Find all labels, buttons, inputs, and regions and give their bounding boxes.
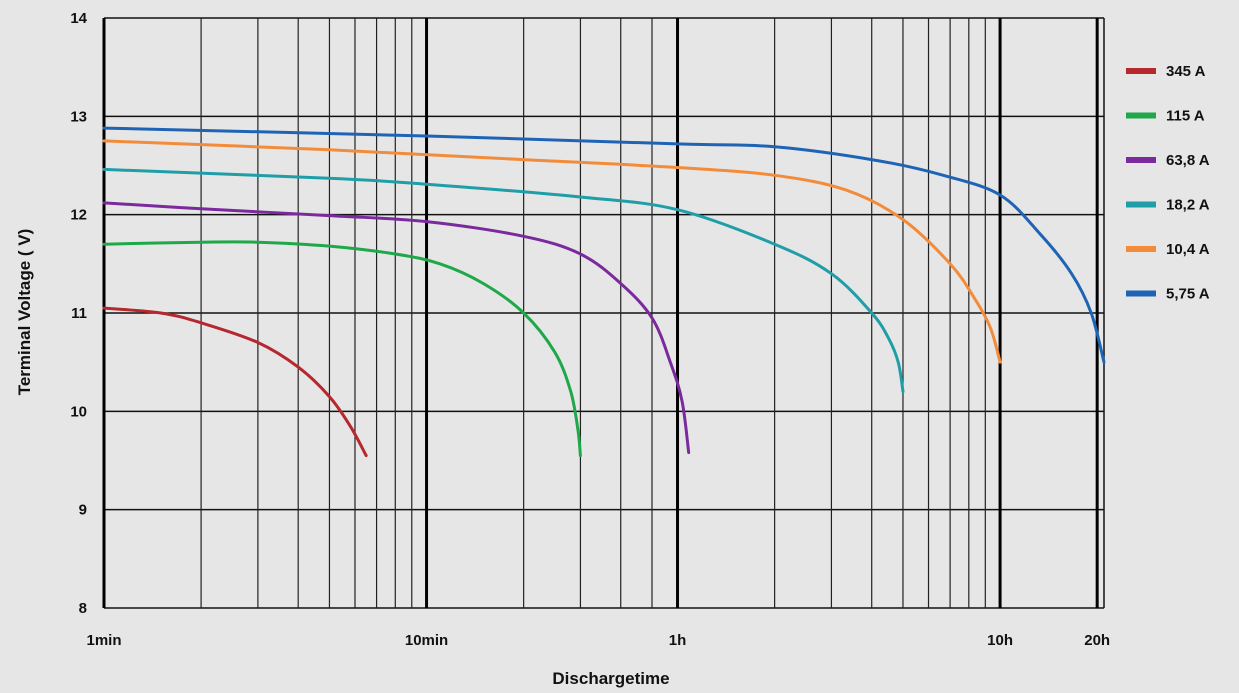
x-tick-label: 20h — [1084, 632, 1110, 649]
tick-labels: 8 9 10 11 12 13 14 1min 10min 1h 10h 20h — [70, 10, 1110, 649]
x-tick-label: 1min — [86, 632, 121, 649]
y-tick-label: 8 — [79, 600, 87, 617]
legend-swatch — [1126, 246, 1156, 252]
y-tick-label: 11 — [71, 305, 87, 322]
series-line — [102, 201, 691, 455]
series-line — [102, 167, 905, 394]
y-tick-label: 14 — [70, 10, 87, 27]
legend-label: 5,75 A — [1166, 286, 1210, 303]
series-line — [102, 139, 1002, 364]
series-lines — [102, 126, 1106, 458]
legend-label: 345 A — [1166, 63, 1206, 80]
legend-swatch — [1126, 112, 1156, 119]
series-line — [102, 306, 368, 458]
legend-swatch — [1126, 68, 1156, 74]
y-tick-label: 9 — [79, 502, 87, 519]
legend-label: 18,2 A — [1166, 197, 1210, 214]
legend-label: 10,4 A — [1166, 241, 1210, 258]
legend-label: 63,8 A — [1166, 152, 1210, 169]
series-line — [102, 126, 1106, 364]
series-line — [102, 240, 582, 458]
x-tick-label: 10min — [405, 632, 448, 649]
legend-swatch — [1126, 157, 1156, 163]
legend-swatch — [1126, 201, 1156, 208]
x-tick-label: 10h — [987, 632, 1013, 649]
y-tick-label: 10 — [70, 403, 87, 420]
y-tick-label: 12 — [70, 207, 87, 224]
y-tick-label: 13 — [70, 108, 87, 125]
x-tick-label: 1h — [669, 632, 687, 649]
x-axis-label: Dischargetime — [552, 669, 669, 688]
y-axis-label: Terminal Voltage ( V) — [15, 229, 34, 396]
legend-swatch — [1126, 290, 1156, 297]
legend: 345 A 115 A 63,8 A 18,2 A 10,4 A 5,75 A — [1126, 63, 1210, 303]
legend-label: 115 A — [1166, 108, 1205, 125]
